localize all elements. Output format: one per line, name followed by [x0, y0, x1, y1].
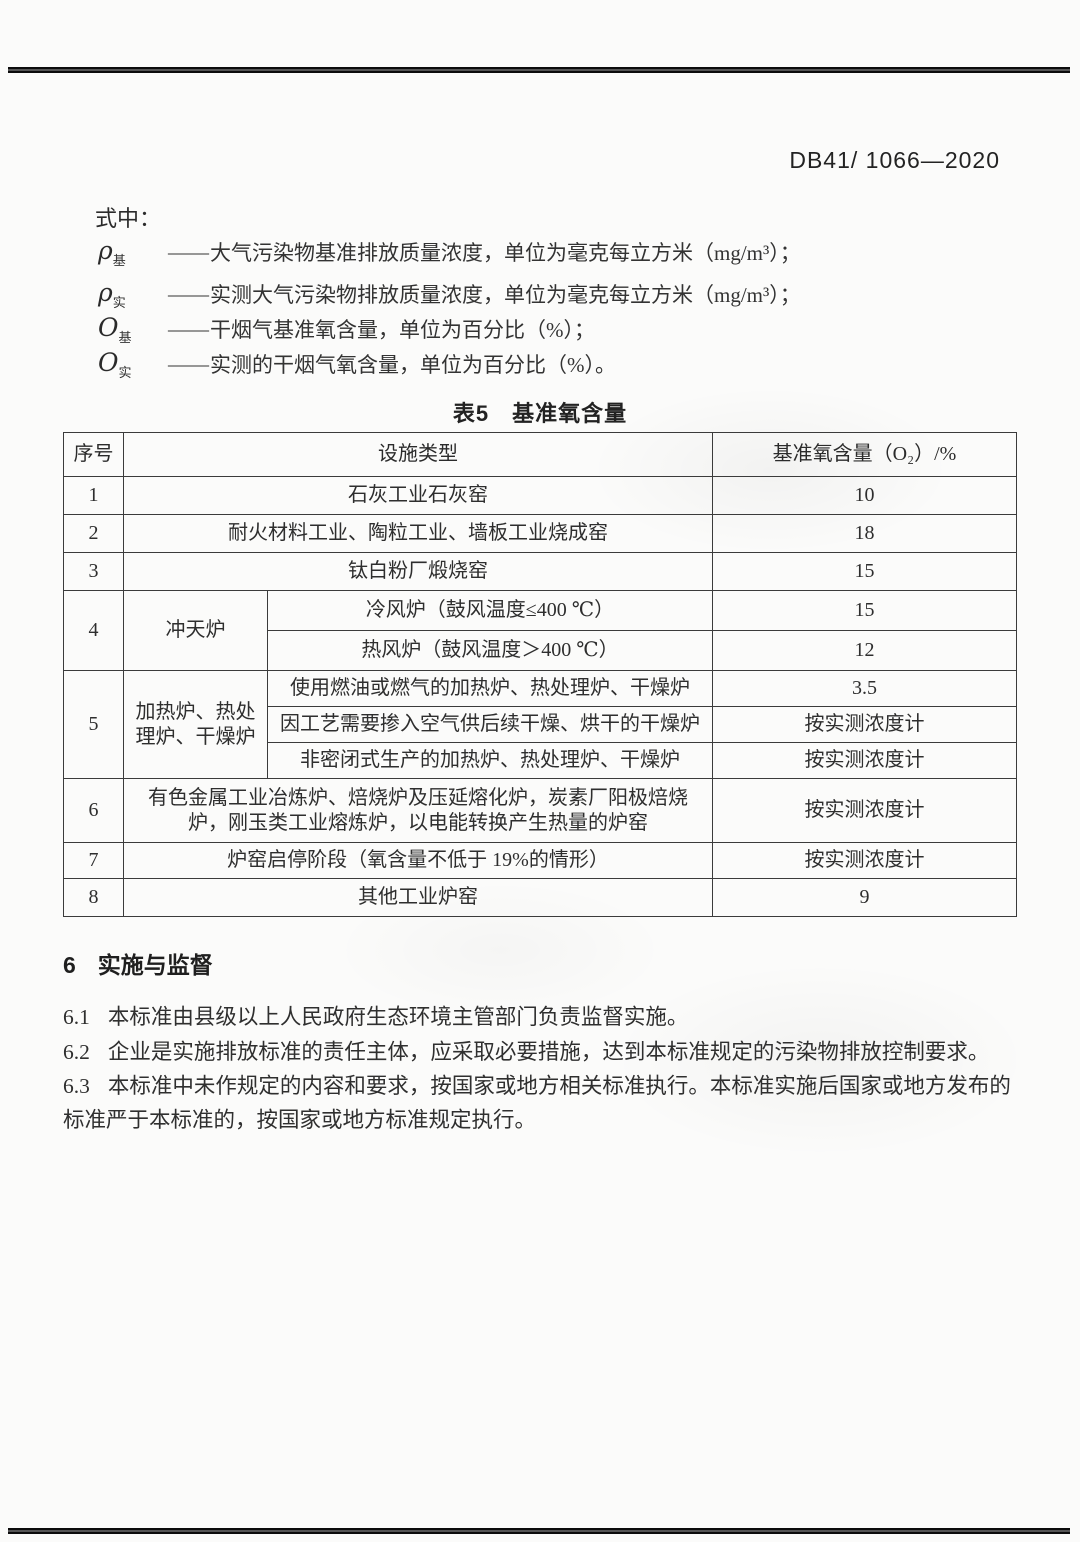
formula-intro: 式中： — [95, 206, 162, 231]
table-row: 2 耐火材料工业、陶粒工业、墙板工业烧成窑 18 — [63, 514, 1017, 553]
oxygen-value: 10 — [712, 476, 1017, 515]
clause-text: 企业是实施排放标准的责任主体，应采取必要措施，达到本标准规定的污染物排放控制要求… — [107, 1040, 990, 1064]
symbol: O实 — [98, 347, 132, 380]
clause-number: 6.1 — [63, 1005, 90, 1029]
definition-o-base: O基 —— 干烟气基准氧含量，单位为百分比（%）； — [98, 312, 595, 345]
definition-text: 大气污染物基准排放质量浓度，单位为毫克每立方米（mg/m³）； — [210, 241, 801, 265]
oxygen-value: 按实测浓度计 — [712, 706, 1017, 743]
table-row: 1 石灰工业石灰窑 10 — [63, 476, 1017, 515]
table-row: 6 有色金属工业冶炼炉、焙烧炉及压延熔化炉，炭素厂阳极焙烧炉，刚玉类工业熔炼炉，… — [63, 778, 1017, 843]
table-row: 5 加热炉、热处理炉、干燥炉 使用燃油或燃气的加热炉、热处理炉、干燥炉 3.5 — [63, 670, 1017, 779]
definition-rho-base: ρ基 —— 大气污染物基准排放质量浓度，单位为毫克每立方米（mg/m³）； — [98, 235, 801, 268]
section-title: 实施与监督 — [97, 952, 213, 978]
symbol: ρ实 — [98, 277, 126, 310]
reference-oxygen-table: 序号 设施类型 基准氧含量（O₂）/% 1 石灰工业石灰窑 10 2 耐火材料工… — [63, 432, 1017, 917]
facility-type: 其他工业炉窑 — [123, 878, 713, 917]
definition-text: 实测大气污染物排放质量浓度，单位为毫克每立方米（mg/m³）； — [210, 283, 801, 307]
symbol: O基 — [98, 312, 132, 345]
facility-group: 加热炉、热处理炉、干燥炉 — [123, 670, 268, 779]
facility-type: 石灰工业石灰窑 — [123, 476, 713, 515]
facility-group: 冲天炉 — [123, 590, 268, 671]
facility-type: 炉窑启停阶段（氧含量不低于 19%的情形） — [123, 842, 713, 879]
clause-6-2: 6.2 企业是实施排放标准的责任主体，应采取必要措施，达到本标准规定的污染物排放控… — [63, 1035, 1019, 1069]
doc-code: DB41/ 1066—2020 — [789, 147, 1000, 173]
col-header-value: 基准氧含量（O₂）/% — [712, 432, 1017, 477]
symbol: ρ基 — [98, 235, 126, 268]
section-number: 6 — [63, 952, 76, 978]
table-row: 热风炉（鼓风温度＞400 ℃） 12 — [64, 630, 1017, 671]
table-row: 7 炉窑启停阶段（氧含量不低于 19%的情形） 按实测浓度计 — [63, 842, 1017, 879]
oxygen-value: 按实测浓度计 — [712, 778, 1017, 843]
oxygen-value: 按实测浓度计 — [712, 842, 1017, 879]
row-no: 1 — [63, 476, 124, 515]
definition-text: 干烟气基准氧含量，单位为百分比（%）； — [210, 318, 595, 342]
definition-o-measured: O实 —— 实测的干烟气氧含量，单位为百分比（%）。 — [98, 347, 616, 380]
table-title: 表5 基准氧含量 — [452, 401, 628, 426]
oxygen-value: 12 — [712, 630, 1017, 671]
row-no: 7 — [63, 842, 124, 879]
clause-number: 6.2 — [63, 1040, 90, 1064]
facility-type: 非密闭式生产的加热炉、热处理炉、干燥炉 — [267, 742, 713, 779]
section-heading: 6 实施与监督 — [63, 946, 213, 980]
table-row: 3 钛白粉厂煅烧窑 15 — [63, 552, 1017, 591]
oxygen-value: 15 — [712, 552, 1017, 591]
facility-type: 有色金属工业冶炼炉、焙烧炉及压延熔化炉，炭素厂阳极焙烧炉，刚玉类工业熔炼炉，以电… — [123, 778, 713, 843]
facility-type: 因工艺需要掺入空气供后续干燥、烘干的干燥炉 — [267, 706, 713, 743]
top-divider — [8, 67, 1070, 73]
table-row: 8 其他工业炉窑 9 — [63, 878, 1017, 917]
col-header-type: 设施类型 — [123, 432, 713, 477]
row-no: 6 — [63, 778, 124, 843]
clause-text: 本标准中未作规定的内容和要求，按国家或地方相关标准执行。本标准实施后国家或地方发… — [63, 1074, 1011, 1132]
row-no: 4 — [63, 590, 124, 671]
row-no: 3 — [63, 552, 124, 591]
row-no: 2 — [63, 514, 124, 553]
oxygen-value: 3.5 — [712, 670, 1017, 707]
oxygen-value: 15 — [712, 590, 1017, 631]
table-row: 非密闭式生产的加热炉、热处理炉、干燥炉 按实测浓度计 — [64, 742, 1017, 779]
table-header-row: 序号 设施类型 基准氧含量（O₂）/% — [63, 432, 1017, 477]
facility-type: 使用燃油或燃气的加热炉、热处理炉、干燥炉 — [267, 670, 713, 707]
row-no: 5 — [63, 670, 124, 779]
facility-type: 热风炉（鼓风温度＞400 ℃） — [267, 630, 713, 671]
definition-rho-measured: ρ实 —— 实测大气污染物排放质量浓度，单位为毫克每立方米（mg/m³）； — [98, 277, 801, 310]
facility-type: 耐火材料工业、陶粒工业、墙板工业烧成窑 — [123, 514, 713, 553]
bottom-divider — [8, 1528, 1070, 1534]
col-header-no: 序号 — [63, 432, 124, 477]
row-no: 8 — [63, 878, 124, 917]
oxygen-value: 按实测浓度计 — [712, 742, 1017, 779]
facility-type: 冷风炉（鼓风温度≤400 ℃） — [267, 590, 713, 631]
clause-text: 本标准由县级以上人民政府生态环境主管部门负责监督实施。 — [107, 1005, 689, 1029]
clause-6-1: 6.1 本标准由县级以上人民政府生态环境主管部门负责监督实施。 — [63, 1000, 1019, 1034]
table-row: 因工艺需要掺入空气供后续干燥、烘干的干燥炉 按实测浓度计 — [64, 706, 1017, 743]
table-row: 4 冲天炉 冷风炉（鼓风温度≤400 ℃） 15 — [63, 590, 1017, 671]
clause-6-3: 6.3 本标准中未作规定的内容和要求，按国家或地方相关标准执行。本标准实施后国家或… — [63, 1069, 1019, 1137]
facility-type: 钛白粉厂煅烧窑 — [123, 552, 713, 591]
oxygen-value: 18 — [712, 514, 1017, 553]
oxygen-value: 9 — [712, 878, 1017, 917]
definition-text: 实测的干烟气氧含量，单位为百分比（%）。 — [210, 353, 616, 377]
clause-number: 6.3 — [63, 1074, 90, 1098]
